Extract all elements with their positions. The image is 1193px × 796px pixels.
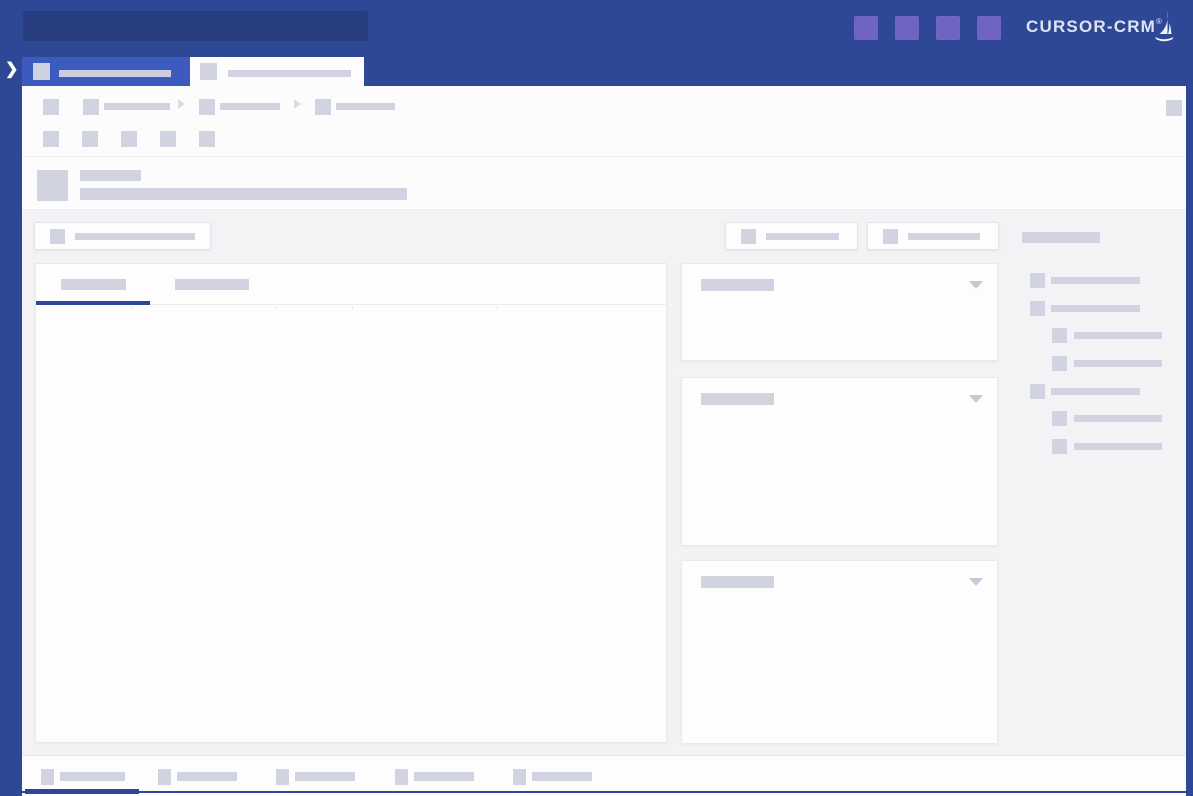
- tab-title-placeholder: [228, 70, 351, 77]
- column-tick: [497, 306, 498, 310]
- panel-tab-2-label[interactable]: [175, 279, 249, 290]
- button-icon: [741, 229, 756, 244]
- bottom-tab-2-icon[interactable]: [158, 769, 171, 785]
- bottom-active-tab-indicator: [25, 789, 139, 794]
- tab-icon: [200, 63, 217, 80]
- toolbar-icon-4[interactable]: [160, 131, 176, 147]
- secondary-action-button-1[interactable]: [725, 222, 858, 250]
- breadcrumb-level1-icon[interactable]: [83, 99, 99, 115]
- collapsible-card-2: [681, 377, 998, 546]
- bottom-tab-2-label[interactable]: [177, 772, 237, 781]
- tree-item-3-child-1-label[interactable]: [1074, 415, 1162, 422]
- content-frame: [22, 86, 1186, 796]
- toolbar-icon-5[interactable]: [199, 131, 215, 147]
- column-tick: [276, 306, 277, 310]
- sailboat-icon: [1155, 11, 1174, 42]
- button-label-placeholder: [908, 233, 980, 240]
- card-title-placeholder: [701, 576, 774, 588]
- card-title-placeholder: [701, 393, 774, 405]
- tree-item-2-label[interactable]: [1051, 305, 1140, 312]
- topbar-icon-3[interactable]: [936, 16, 960, 40]
- collapse-sidebar-chevron-icon[interactable]: ❯: [5, 61, 19, 78]
- bottom-accent-line: [22, 791, 1186, 793]
- chevron-down-icon[interactable]: [969, 578, 983, 586]
- tree-item-3-child-1-icon[interactable]: [1052, 411, 1067, 426]
- workspace-tab-active[interactable]: [22, 57, 190, 86]
- bottom-tab-4-icon[interactable]: [395, 769, 408, 785]
- tree-item-3-icon[interactable]: [1030, 384, 1045, 399]
- column-tick: [352, 306, 353, 310]
- primary-action-button[interactable]: [34, 222, 211, 250]
- tree-item-2-child-2-icon[interactable]: [1052, 356, 1067, 371]
- breadcrumb-separator-icon: [294, 99, 301, 109]
- divider: [22, 209, 1186, 210]
- tree-item-3-child-2-label[interactable]: [1074, 443, 1162, 450]
- active-tab-indicator: [36, 301, 150, 305]
- chevron-down-icon[interactable]: [969, 281, 983, 289]
- record-subtitle-placeholder: [80, 188, 407, 200]
- toolbar-icon-2[interactable]: [82, 131, 98, 147]
- card-title-placeholder: [701, 279, 774, 291]
- topbar-icon-4[interactable]: [977, 16, 1001, 40]
- breadcrumb-level2-label[interactable]: [220, 103, 280, 110]
- tree-item-2-child-1-label[interactable]: [1074, 332, 1162, 339]
- collapsible-card-3: [681, 560, 998, 744]
- bottom-tab-3-icon[interactable]: [276, 769, 289, 785]
- topbar: CURSOR-CRM®: [0, 0, 1193, 56]
- topbar-icon-2[interactable]: [895, 16, 919, 40]
- brand-name: CURSOR-CRM: [1026, 17, 1157, 36]
- breadcrumb-level2-icon[interactable]: [199, 99, 215, 115]
- registered-mark: ®: [1156, 17, 1162, 26]
- panel-tab-1-label[interactable]: [61, 279, 126, 290]
- record-detail-panel: [35, 263, 667, 743]
- bottom-tab-1-label[interactable]: [60, 772, 125, 781]
- breadcrumb-separator-icon: [178, 99, 185, 109]
- button-icon: [50, 229, 65, 244]
- breadcrumb-level3-icon[interactable]: [315, 99, 331, 115]
- button-label-placeholder: [766, 233, 839, 240]
- button-icon: [883, 229, 898, 244]
- workspace-tab-inactive[interactable]: [190, 57, 364, 86]
- breadcrumb-level3-label[interactable]: [336, 103, 395, 110]
- button-label-placeholder: [75, 233, 195, 240]
- tree-item-3-child-2-icon[interactable]: [1052, 439, 1067, 454]
- breadcrumb-level1-label[interactable]: [104, 103, 170, 110]
- chevron-down-icon[interactable]: [969, 395, 983, 403]
- bottom-tab-1-icon[interactable]: [41, 769, 54, 785]
- tab-title-placeholder: [59, 70, 171, 77]
- bottom-tab-5-icon[interactable]: [513, 769, 526, 785]
- tree-item-2-icon[interactable]: [1030, 301, 1045, 316]
- toolbar-icon-3[interactable]: [121, 131, 137, 147]
- bottom-tab-3-label[interactable]: [295, 772, 355, 781]
- tree-item-1-icon[interactable]: [1030, 273, 1045, 288]
- bottom-tab-4-label[interactable]: [414, 772, 474, 781]
- brand-logo: CURSOR-CRM®: [1026, 17, 1162, 37]
- toolbar-icon-1[interactable]: [43, 131, 59, 147]
- breadcrumb-home-icon[interactable]: [43, 99, 59, 115]
- tree-item-2-child-2-label[interactable]: [1074, 360, 1162, 367]
- column-tick: [131, 306, 132, 310]
- panel-tab-bar: [36, 264, 666, 305]
- tab-icon: [33, 63, 50, 80]
- bottom-tab-5-label[interactable]: [532, 772, 592, 781]
- secondary-action-button-2[interactable]: [867, 222, 999, 250]
- record-avatar: [37, 170, 68, 201]
- collapsible-card-1: [681, 263, 998, 361]
- sidebar-caption-placeholder: [1022, 232, 1100, 243]
- global-search-input[interactable]: [23, 11, 368, 41]
- tree-item-2-child-1-icon[interactable]: [1052, 328, 1067, 343]
- topbar-icon-1[interactable]: [854, 16, 878, 40]
- divider: [22, 156, 1186, 157]
- record-title-placeholder: [80, 170, 141, 181]
- tree-item-1-label[interactable]: [1051, 277, 1140, 284]
- tree-item-3-label[interactable]: [1051, 388, 1140, 395]
- breadcrumb-settings-icon[interactable]: [1166, 100, 1182, 116]
